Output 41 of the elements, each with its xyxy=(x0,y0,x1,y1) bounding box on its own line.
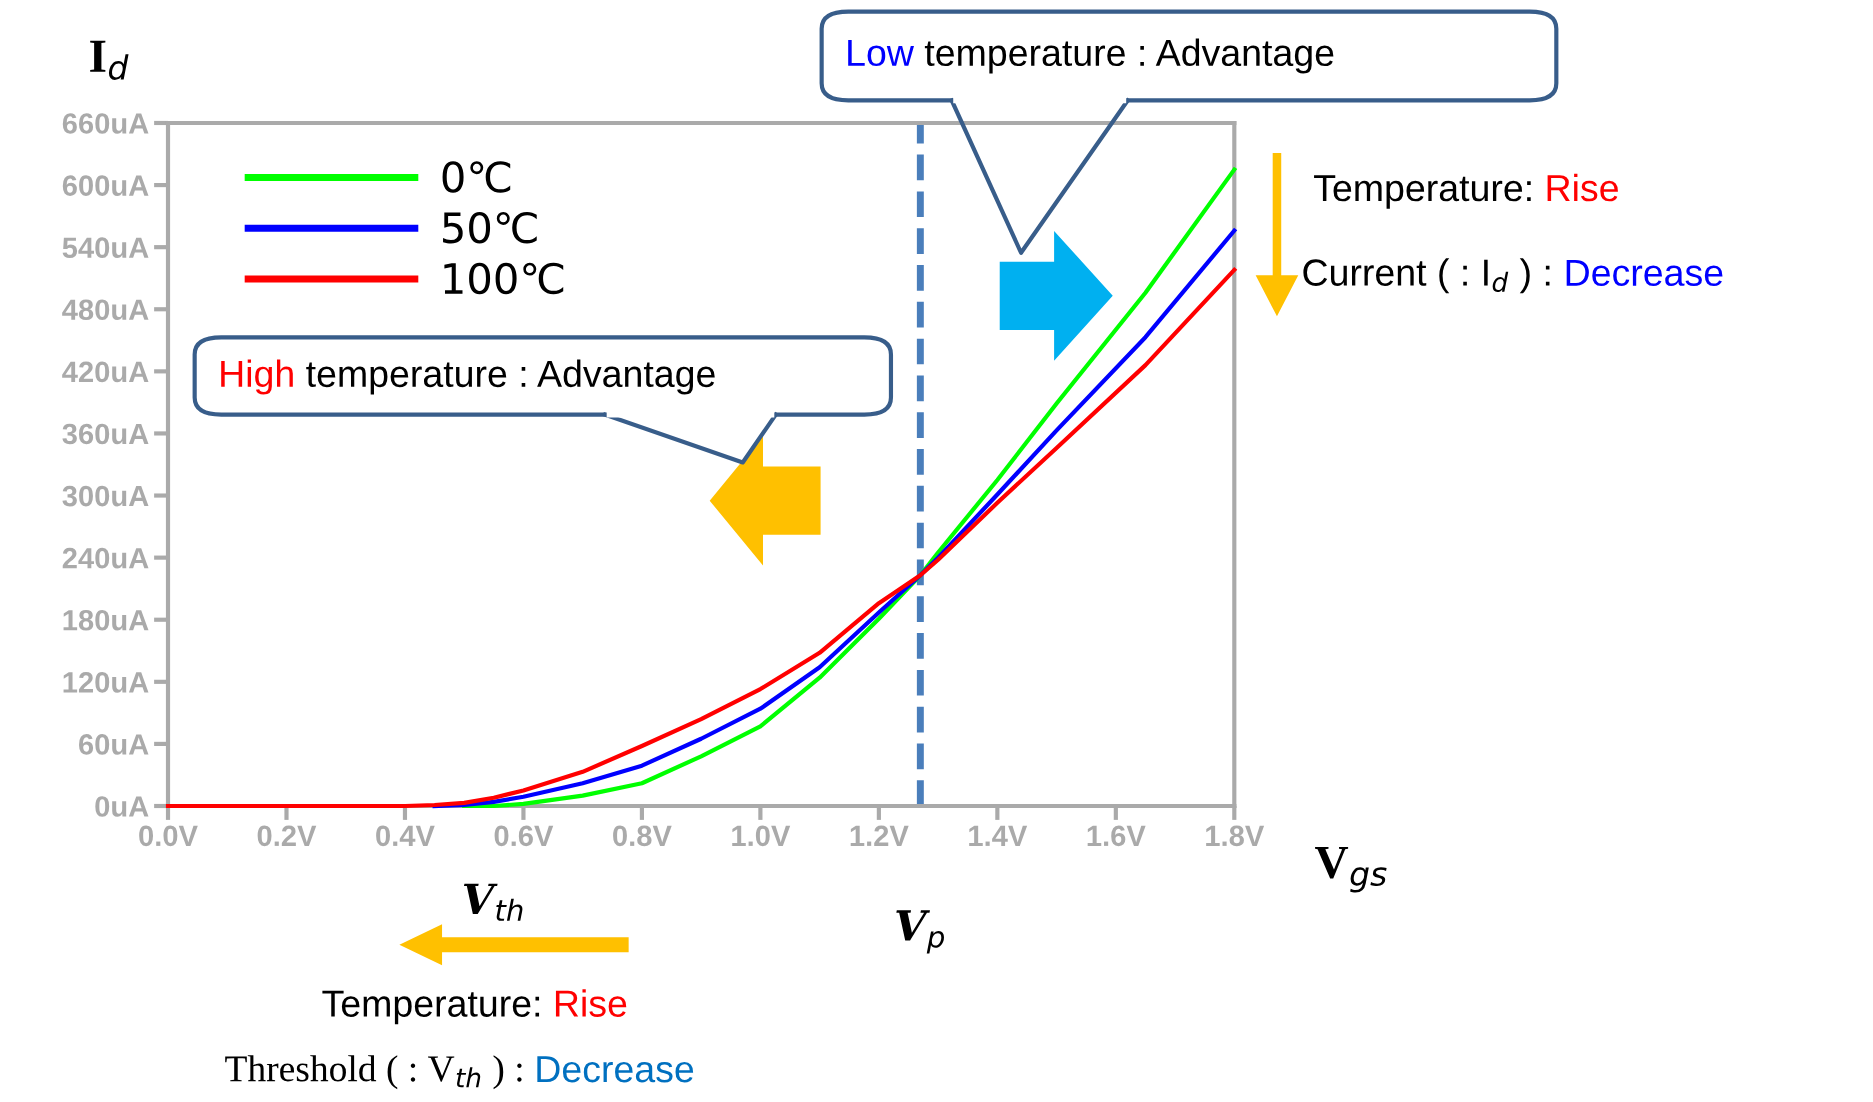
x-tick-label: 1.0V xyxy=(732,825,791,847)
y-tick-label: 300uA xyxy=(62,485,149,507)
x-axis-title: V$_{gs}$ xyxy=(1315,846,1387,893)
x-tick-label: 1.2V xyxy=(850,825,909,846)
text: Low xyxy=(848,39,914,67)
x-tick-label: 0.8V xyxy=(613,825,672,847)
legend-label: 100℃ xyxy=(444,262,564,295)
text: Temperature: xyxy=(322,990,540,1025)
x-tick-label: 0.2V xyxy=(257,825,317,847)
annotation: V$_{th}$ xyxy=(463,883,523,921)
y-tick-label: 480uA xyxy=(62,299,149,321)
y-tick-label: 540uA xyxy=(62,237,149,259)
x-tick-label: 1.6V xyxy=(1087,825,1146,847)
y-tick-label: 600uA xyxy=(62,175,149,196)
text: temperature : Advantage xyxy=(924,38,1334,74)
ref-line-label: V$_{p}$ xyxy=(896,910,944,954)
text: Rise xyxy=(555,989,627,1017)
y-tick-label: 0uA xyxy=(95,796,149,817)
legend-label: 0℃ xyxy=(442,161,511,193)
y-tick-label: 420uA xyxy=(62,361,149,383)
text: Decrease xyxy=(537,1056,694,1083)
x-tick-label: 1.8V xyxy=(1206,825,1265,847)
y-tick-label: 120uA xyxy=(63,672,149,693)
text: Decrease xyxy=(1566,259,1723,287)
y-tick-label: 360uA xyxy=(62,423,149,445)
y-tick-label: 60uA xyxy=(79,734,149,755)
y-tick-label: 660uA xyxy=(62,113,149,134)
text: Temperature: xyxy=(1314,175,1531,209)
y-tick-label: 180uA xyxy=(63,609,149,631)
x-tick-label: 1.4V xyxy=(969,825,1028,846)
legend-label: 50℃ xyxy=(443,211,537,244)
y-axis-title: I$_{d}$ xyxy=(90,40,129,80)
x-tick-label: 0.4V xyxy=(376,825,435,847)
text: Current ( : I$_{d}$ ) : xyxy=(1303,258,1550,294)
y-tick-label: 240uA xyxy=(62,547,149,569)
text: Rise xyxy=(1547,173,1618,202)
annotation: High xyxy=(221,359,293,395)
x-tick-label: 0.0V xyxy=(139,825,198,847)
annotation: temperature : Advantage xyxy=(306,359,715,395)
x-tick-label: 0.6V xyxy=(494,825,554,847)
text: Threshold ( : V$_{th}$ ) : xyxy=(225,1055,522,1090)
